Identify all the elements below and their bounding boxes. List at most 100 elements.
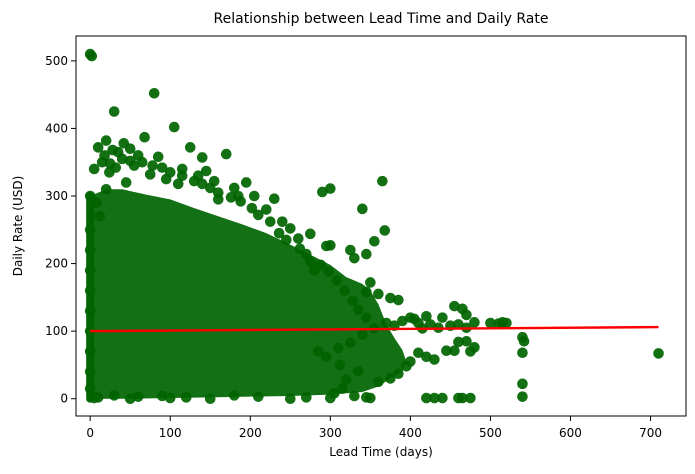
scatter-point bbox=[204, 393, 216, 405]
x-tick-label: 700 bbox=[639, 426, 662, 440]
scatter-point bbox=[88, 392, 100, 404]
scatter-point bbox=[200, 165, 212, 177]
scatter-point bbox=[88, 163, 100, 175]
scatter-point bbox=[517, 347, 528, 359]
scatter-point bbox=[441, 345, 452, 357]
scatter-point bbox=[393, 368, 404, 380]
scatter-point bbox=[501, 317, 512, 329]
scatter-point bbox=[172, 178, 184, 190]
scatter-point bbox=[136, 156, 148, 168]
scatter-point bbox=[461, 309, 472, 321]
scatter-point bbox=[429, 354, 440, 365]
scatter-point bbox=[99, 150, 110, 161]
scatter-point bbox=[132, 391, 144, 402]
scatter-point bbox=[653, 348, 664, 359]
y-tick-label: 0 bbox=[60, 392, 68, 406]
scatter-point bbox=[228, 182, 240, 194]
scatter-point bbox=[84, 383, 96, 394]
scatter-point bbox=[349, 390, 360, 402]
scatter-point bbox=[329, 387, 340, 399]
scatter-point bbox=[240, 177, 252, 188]
scatter-point bbox=[252, 391, 264, 402]
x-tick-label: 500 bbox=[479, 426, 502, 440]
scatter-point bbox=[225, 192, 237, 203]
x-tick-label: 200 bbox=[239, 426, 262, 440]
scatter-point bbox=[252, 209, 264, 221]
scatter-point bbox=[176, 163, 188, 175]
y-tick-label: 500 bbox=[45, 54, 68, 68]
scatter-point bbox=[268, 193, 280, 205]
scatter-points-layer bbox=[84, 48, 664, 405]
scatter-point bbox=[339, 285, 351, 296]
scatter-point bbox=[317, 186, 328, 198]
scatter-point bbox=[148, 87, 160, 99]
scatter-point bbox=[437, 312, 448, 323]
scatter-point bbox=[246, 202, 258, 214]
scatter-point bbox=[144, 169, 156, 180]
scatter-point bbox=[91, 197, 102, 209]
x-tick-label: 0 bbox=[86, 426, 94, 440]
scatter-point bbox=[107, 144, 118, 156]
scatter-point bbox=[147, 160, 158, 171]
scatter-point bbox=[361, 286, 372, 298]
scatter-point bbox=[160, 173, 172, 185]
scatter-point bbox=[208, 175, 220, 187]
y-axis-ticks: 0 100 200 300 400 500 bbox=[45, 54, 76, 406]
scatter-point bbox=[120, 177, 132, 188]
scatter-point bbox=[305, 228, 316, 240]
scatter-point bbox=[84, 265, 96, 276]
scatter-point bbox=[385, 373, 396, 384]
scatter-point bbox=[92, 142, 104, 153]
scatter-point bbox=[285, 393, 296, 405]
scatter-point bbox=[84, 244, 96, 256]
scatter-point bbox=[353, 365, 364, 377]
scatter-point bbox=[401, 360, 412, 372]
scatter-point bbox=[353, 304, 364, 315]
scatter-point bbox=[357, 203, 368, 215]
scatter-point bbox=[461, 335, 472, 347]
scatter-point bbox=[345, 337, 356, 348]
scatter-point bbox=[84, 190, 96, 202]
scatter-point bbox=[212, 194, 224, 205]
scatter-point bbox=[184, 142, 196, 153]
scatter-point bbox=[469, 342, 480, 353]
scatter-point bbox=[379, 225, 391, 236]
scatter-point bbox=[116, 153, 128, 165]
scatter-point bbox=[100, 183, 112, 195]
scatter-point bbox=[465, 392, 476, 404]
scatter-point bbox=[196, 152, 208, 163]
scatter-point bbox=[276, 216, 288, 227]
y-tick-label: 300 bbox=[45, 189, 68, 203]
scatter-point bbox=[347, 295, 359, 307]
y-tick-label: 400 bbox=[45, 121, 68, 135]
chart-title: Relationship between Lead Time and Daily… bbox=[214, 11, 549, 27]
scatter-point bbox=[518, 335, 530, 347]
scatter-point bbox=[517, 391, 528, 402]
scatter-point bbox=[273, 227, 285, 239]
scatter-point bbox=[393, 294, 404, 306]
scatter-point bbox=[334, 359, 346, 371]
scatter-point bbox=[264, 216, 276, 227]
scatter-point bbox=[293, 233, 304, 244]
scatter-point bbox=[152, 151, 164, 163]
scatter-point bbox=[437, 392, 448, 404]
scatter-point bbox=[377, 175, 388, 187]
scatter-point bbox=[108, 390, 120, 401]
x-tick-label: 300 bbox=[319, 426, 342, 440]
scatter-point bbox=[323, 266, 335, 277]
scatter-point bbox=[84, 366, 96, 377]
scatter-point bbox=[369, 235, 380, 247]
scatter-point bbox=[110, 162, 122, 173]
x-tick-label: 400 bbox=[399, 426, 422, 440]
x-tick-label: 100 bbox=[159, 426, 182, 440]
scatter-point bbox=[361, 248, 372, 260]
y-tick-label: 100 bbox=[45, 324, 68, 338]
scatter-point bbox=[294, 243, 306, 255]
y-tick-label: 200 bbox=[45, 257, 68, 271]
scatter-point bbox=[361, 312, 372, 323]
scatter-point bbox=[94, 210, 106, 222]
scatter-point bbox=[100, 135, 112, 146]
scatter-point bbox=[156, 390, 168, 402]
scatter-point bbox=[321, 351, 332, 363]
scatter-point bbox=[108, 106, 120, 117]
